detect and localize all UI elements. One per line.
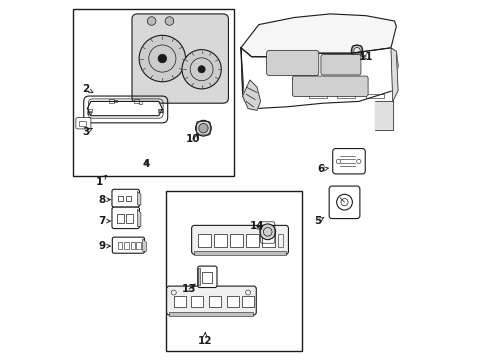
Bar	[117, 213, 124, 223]
Text: 9: 9	[98, 241, 110, 251]
Circle shape	[198, 66, 205, 73]
Text: 13: 13	[182, 284, 196, 294]
Bar	[139, 101, 142, 104]
Circle shape	[165, 17, 173, 25]
Text: 7: 7	[98, 216, 110, 226]
Text: 6: 6	[317, 164, 328, 174]
Bar	[118, 196, 123, 202]
FancyBboxPatch shape	[76, 117, 91, 129]
Circle shape	[139, 35, 185, 82]
Bar	[198, 234, 210, 247]
Text: 8: 8	[98, 195, 110, 204]
Bar	[118, 242, 122, 249]
Text: 14: 14	[249, 221, 264, 231]
Bar	[73, 9, 233, 176]
Polygon shape	[194, 251, 285, 255]
Bar	[190, 296, 203, 307]
Bar	[87, 111, 90, 114]
FancyBboxPatch shape	[197, 266, 217, 288]
Text: 1: 1	[96, 175, 106, 187]
FancyBboxPatch shape	[191, 225, 288, 254]
Bar	[230, 234, 242, 247]
Bar	[278, 234, 282, 247]
Bar	[157, 109, 162, 112]
Bar	[134, 99, 139, 103]
Circle shape	[147, 17, 156, 25]
Bar	[308, 94, 326, 98]
Polygon shape	[169, 312, 253, 316]
Polygon shape	[242, 80, 260, 111]
Text: 3: 3	[82, 127, 92, 137]
Circle shape	[198, 123, 207, 133]
Bar	[159, 109, 163, 112]
Text: 5: 5	[313, 216, 324, 226]
Circle shape	[158, 54, 166, 63]
FancyBboxPatch shape	[132, 14, 228, 103]
FancyBboxPatch shape	[166, 286, 256, 315]
FancyBboxPatch shape	[266, 50, 318, 76]
FancyBboxPatch shape	[112, 207, 139, 229]
FancyBboxPatch shape	[292, 76, 367, 96]
Bar	[337, 94, 354, 98]
Circle shape	[182, 50, 221, 89]
Polygon shape	[390, 48, 397, 102]
FancyBboxPatch shape	[112, 237, 144, 253]
Polygon shape	[374, 102, 392, 130]
Text: 2: 2	[82, 84, 93, 94]
Bar	[80, 121, 86, 126]
Bar	[124, 242, 128, 249]
Bar	[208, 296, 221, 307]
Polygon shape	[241, 14, 395, 57]
Polygon shape	[87, 102, 162, 116]
Polygon shape	[142, 239, 146, 251]
Bar	[202, 272, 212, 283]
Bar	[125, 196, 131, 202]
Text: 11: 11	[358, 52, 372, 62]
Circle shape	[350, 45, 362, 57]
Bar	[262, 234, 274, 247]
Bar	[136, 242, 141, 249]
FancyBboxPatch shape	[112, 189, 139, 207]
FancyBboxPatch shape	[332, 149, 365, 174]
FancyBboxPatch shape	[320, 55, 360, 75]
Circle shape	[353, 48, 360, 54]
Text: 10: 10	[185, 134, 200, 144]
Bar	[241, 296, 254, 307]
Bar	[214, 234, 226, 247]
Bar	[126, 213, 133, 223]
Bar	[226, 296, 239, 307]
Polygon shape	[137, 192, 141, 205]
Text: 12: 12	[198, 333, 212, 346]
Text: 4: 4	[142, 159, 150, 169]
Bar	[173, 296, 186, 307]
Bar	[246, 234, 258, 247]
Circle shape	[195, 120, 211, 136]
Bar	[114, 100, 117, 103]
Bar	[130, 242, 135, 249]
Circle shape	[259, 224, 275, 240]
FancyBboxPatch shape	[328, 186, 359, 219]
Bar	[109, 99, 114, 103]
Bar	[88, 109, 92, 112]
Polygon shape	[198, 268, 200, 285]
Bar	[165, 191, 301, 351]
Polygon shape	[241, 48, 397, 109]
Bar	[365, 94, 383, 98]
Polygon shape	[241, 48, 244, 102]
Polygon shape	[137, 209, 141, 226]
